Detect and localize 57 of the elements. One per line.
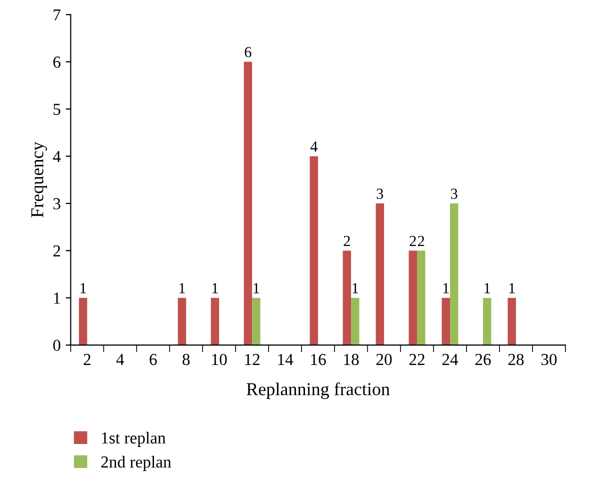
x-tick-label: 2 <box>84 354 90 365</box>
data-label: 1 <box>509 283 515 294</box>
y-tick-label: 6 <box>53 56 60 68</box>
y-tick-label: 3 <box>53 198 60 210</box>
bar <box>442 298 450 346</box>
x-tick-label: 28 <box>508 354 524 366</box>
bar <box>351 298 360 346</box>
x-tick-label: 26 <box>475 354 491 366</box>
x-tick-label: 12 <box>245 354 260 365</box>
legend-label: 1st replan <box>102 432 166 447</box>
bar <box>252 298 260 346</box>
bar <box>310 156 318 346</box>
data-label: 1 <box>212 283 218 294</box>
x-tick-label: 18 <box>344 354 359 366</box>
data-label: 3 <box>376 188 384 199</box>
x-axis-title: Replanning fraction <box>246 382 390 400</box>
bar <box>508 298 516 346</box>
y-tick-label: 2 <box>53 245 60 256</box>
bar <box>78 298 88 346</box>
bar <box>342 250 352 346</box>
x-tick-label: 10 <box>212 354 227 366</box>
data-label: 1 <box>254 283 260 294</box>
y-tick-label: 5 <box>54 104 60 115</box>
bar <box>482 298 492 346</box>
bar <box>417 250 426 346</box>
data-label: 3 <box>451 188 458 199</box>
y-tick-label: 7 <box>54 9 60 20</box>
bar <box>376 203 384 346</box>
data-label: 4 <box>310 142 318 152</box>
bar <box>244 62 252 346</box>
y-tick-label: 1 <box>54 292 60 304</box>
data-label: 1 <box>484 283 490 294</box>
y-axis-title: Frequency <box>31 142 48 218</box>
x-tick-label: 14 <box>278 354 294 365</box>
x-tick-label: 20 <box>376 354 392 366</box>
data-label: 2 <box>418 236 424 246</box>
x-tick-label: 16 <box>311 354 326 366</box>
x-tick-label: 4 <box>116 354 124 365</box>
bar <box>450 203 458 346</box>
data-label: 1 <box>80 283 86 294</box>
bar <box>178 298 186 346</box>
x-tick-label: 22 <box>409 354 424 365</box>
data-label: 1 <box>443 283 449 294</box>
y-tick-label: 0 <box>53 340 60 352</box>
data-label: 6 <box>244 47 252 58</box>
x-tick-label: 8 <box>182 354 190 366</box>
data-label: 2 <box>410 236 416 246</box>
y-tick-label: 4 <box>52 151 61 162</box>
x-tick-label: 24 <box>442 354 458 365</box>
x-tick-label: 6 <box>150 354 157 366</box>
bar <box>408 250 418 346</box>
x-tick-label: 30 <box>541 354 557 366</box>
bar <box>210 298 220 346</box>
legend-label: 2nd replan <box>101 456 172 471</box>
data-label: 2 <box>344 236 350 246</box>
data-label: 1 <box>352 283 358 294</box>
data-label: 1 <box>180 283 185 294</box>
